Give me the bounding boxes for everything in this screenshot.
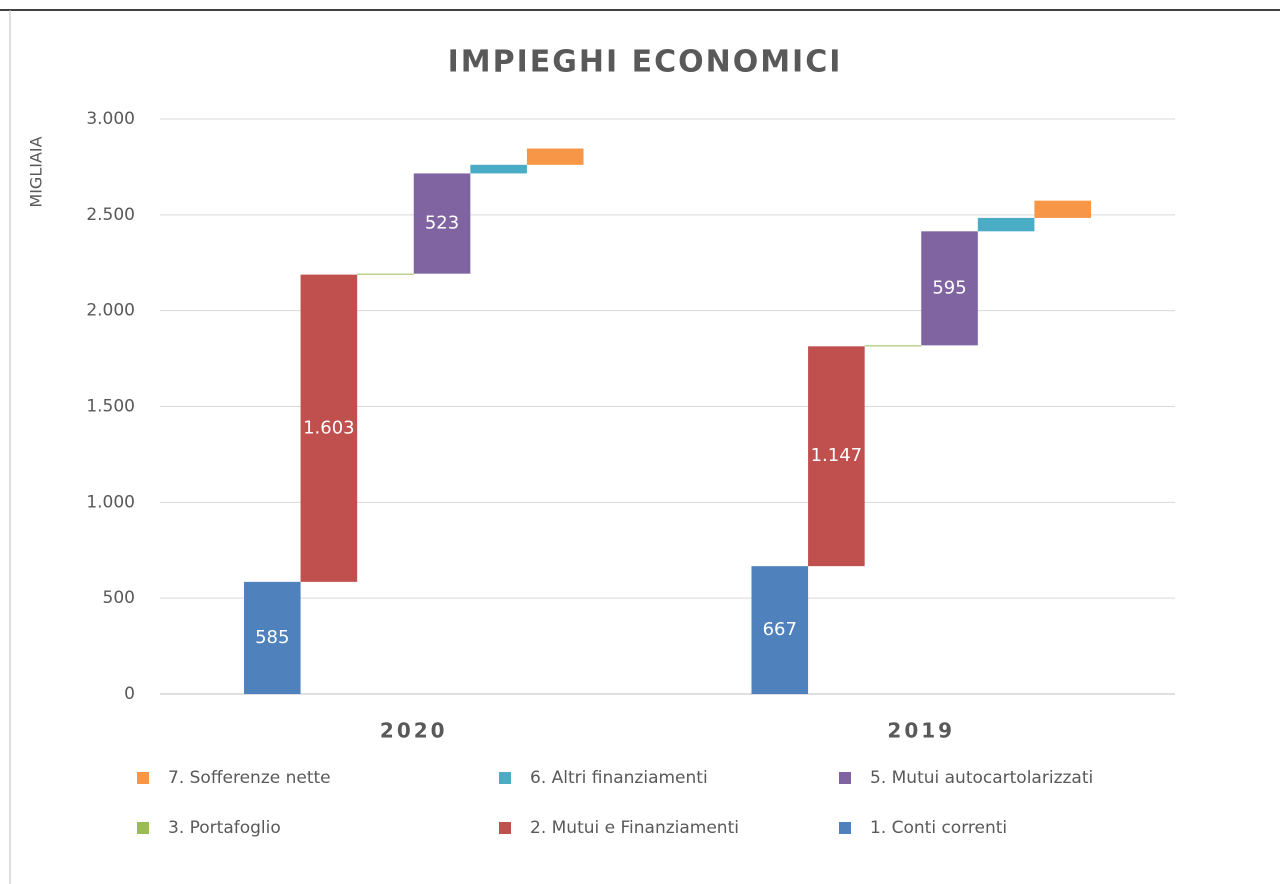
- x-tick-label: 2020: [380, 719, 448, 743]
- bar-segment: [751, 566, 809, 694]
- bar-segment: [413, 173, 471, 274]
- y-tick-label: 0: [124, 684, 135, 704]
- legend-swatch: [839, 772, 851, 784]
- bar-segment: [470, 164, 527, 174]
- y-tick-label: 1.000: [86, 492, 135, 512]
- legend-swatch: [839, 822, 851, 834]
- data-label: 1.147: [811, 445, 863, 466]
- legend-swatch: [499, 822, 511, 834]
- bar-segment: [977, 217, 1035, 232]
- data-label: 667: [763, 619, 797, 640]
- legend-label: 2. Mutui e Finanziamenti: [530, 818, 739, 838]
- bar-segment: [1034, 200, 1092, 218]
- legend-label: 1. Conti correnti: [870, 818, 1007, 838]
- legend-swatch: [137, 822, 149, 834]
- x-tick-label: 2019: [887, 719, 955, 743]
- bar-segment: [243, 581, 301, 694]
- y-tick-label: 1.500: [86, 397, 135, 417]
- legend-label: 6. Altri finanziamenti: [530, 768, 708, 788]
- legend-swatch: [137, 772, 149, 784]
- legend-swatch: [499, 772, 511, 784]
- data-label: 585: [255, 627, 289, 648]
- y-tick-label: 500: [103, 588, 135, 608]
- bar-segment: [357, 273, 414, 275]
- data-label: 595: [932, 277, 966, 298]
- bar-segment: [808, 346, 865, 567]
- data-label: 523: [425, 213, 459, 234]
- y-tick-label: 2.000: [86, 301, 135, 321]
- legend-label: 3. Portafoglio: [168, 818, 281, 838]
- legend-label: 7. Sofferenze nette: [168, 768, 331, 788]
- y-tick-label: 2.500: [86, 205, 135, 225]
- y-axis-label: MIGLIAIA: [27, 136, 46, 207]
- bar-segment: [526, 148, 584, 165]
- y-tick-label: 3.000: [86, 109, 135, 129]
- data-label: 1.603: [303, 417, 355, 438]
- chart-title: IMPIEGHI ECONOMICI: [448, 45, 843, 80]
- bar-segment: [921, 231, 978, 346]
- bar-segment: [864, 345, 922, 347]
- legend-label: 5. Mutui autocartolarizzati: [870, 768, 1093, 788]
- bar-segment: [300, 274, 358, 582]
